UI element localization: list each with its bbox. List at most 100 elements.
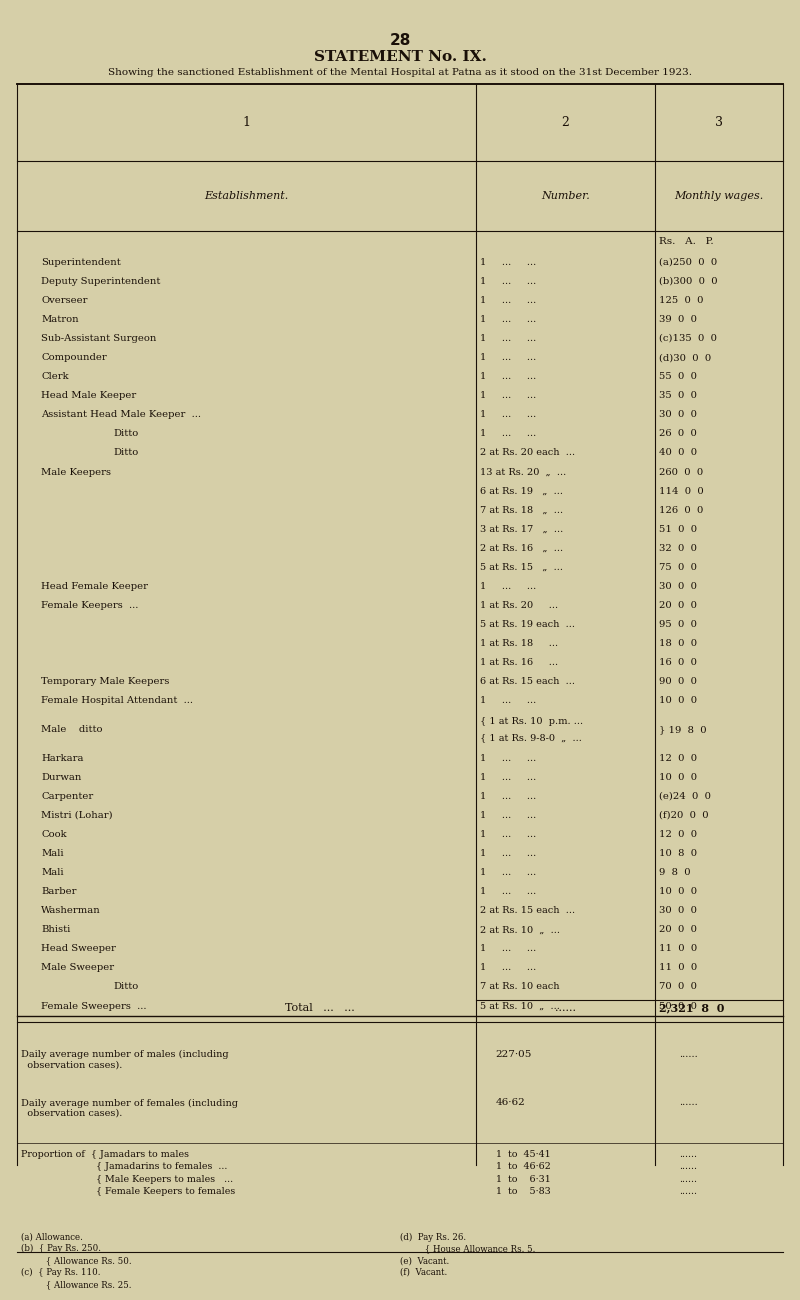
Text: Monthly wages.: Monthly wages. <box>674 191 763 202</box>
Text: 75  0  0: 75 0 0 <box>659 563 697 572</box>
Text: 39  0  0: 39 0 0 <box>659 315 697 324</box>
Text: 1     ...     ...: 1 ... ... <box>480 582 536 592</box>
Text: Harkara: Harkara <box>42 754 84 763</box>
Text: ......
......
......
......: ...... ...... ...... ...... <box>679 1149 697 1196</box>
Text: STATEMENT No. IX.: STATEMENT No. IX. <box>314 49 486 64</box>
Text: 12  0  0: 12 0 0 <box>659 829 698 838</box>
Text: (a) Allowance.
(b)  { Pay Rs. 250.
         { Allowance Rs. 50.
(c)  { Pay Rs. 1: (a) Allowance. (b) { Pay Rs. 250. { Allo… <box>22 1232 132 1290</box>
Text: Deputy Superintendent: Deputy Superintendent <box>42 277 161 286</box>
Text: { 1 at Rs. 9-8-0  „  ...: { 1 at Rs. 9-8-0 „ ... <box>480 733 582 742</box>
Text: 1     ...     ...: 1 ... ... <box>480 411 536 420</box>
Text: Head Sweeper: Head Sweeper <box>42 944 116 953</box>
Text: 1     ...     ...: 1 ... ... <box>480 315 536 324</box>
Text: 1     ...     ...: 1 ... ... <box>480 354 536 363</box>
Text: ......: ...... <box>679 1098 698 1108</box>
Text: (c)135  0  0: (c)135 0 0 <box>659 334 717 343</box>
Text: Sub-Assistant Surgeon: Sub-Assistant Surgeon <box>42 334 157 343</box>
Text: 11  0  0: 11 0 0 <box>659 963 698 972</box>
Text: 2 at Rs. 15 each  ...: 2 at Rs. 15 each ... <box>480 906 575 915</box>
Text: (a)250  0  0: (a)250 0 0 <box>659 257 718 266</box>
Text: 10  0  0: 10 0 0 <box>659 887 698 896</box>
Text: 28: 28 <box>390 34 410 48</box>
Text: Ditto: Ditto <box>113 429 138 438</box>
Text: 1: 1 <box>242 116 250 129</box>
Text: 51  0  0: 51 0 0 <box>659 525 698 534</box>
Text: { 1 at Rs. 10  p.m. ...: { 1 at Rs. 10 p.m. ... <box>480 716 583 725</box>
Text: 50  0  0: 50 0 0 <box>659 1001 697 1010</box>
Text: (d)  Pay Rs. 26.
         { House Allowance Rs. 5.
(e)  Vacant.
(f)  Vacant.: (d) Pay Rs. 26. { House Allowance Rs. 5.… <box>400 1232 535 1277</box>
Text: Rs.   A.   P.: Rs. A. P. <box>659 238 714 247</box>
Text: 126  0  0: 126 0 0 <box>659 506 703 515</box>
Text: Mali: Mali <box>42 849 64 858</box>
Text: (e)24  0  0: (e)24 0 0 <box>659 792 711 801</box>
Text: Daily average number of females (including
  observation cases).: Daily average number of females (includi… <box>22 1098 238 1118</box>
Text: 90  0  0: 90 0 0 <box>659 677 697 686</box>
Text: 10  8  0: 10 8 0 <box>659 849 698 858</box>
Text: Head Female Keeper: Head Female Keeper <box>42 582 148 592</box>
Text: Clerk: Clerk <box>42 372 69 381</box>
Text: Overseer: Overseer <box>42 296 88 306</box>
Text: 26  0  0: 26 0 0 <box>659 429 697 438</box>
Text: 1     ...     ...: 1 ... ... <box>480 754 536 763</box>
Text: 3: 3 <box>715 116 723 129</box>
Text: 5 at Rs. 19 each  ...: 5 at Rs. 19 each ... <box>480 620 574 629</box>
Text: 11  0  0: 11 0 0 <box>659 944 698 953</box>
Text: 7 at Rs. 10 each: 7 at Rs. 10 each <box>480 983 559 992</box>
Text: (d)30  0  0: (d)30 0 0 <box>659 354 711 363</box>
Text: Head Male Keeper: Head Male Keeper <box>42 391 137 400</box>
Text: Establishment.: Establishment. <box>205 191 289 202</box>
Text: 114  0  0: 114 0 0 <box>659 486 704 495</box>
Text: Cook: Cook <box>42 829 67 838</box>
Text: 1     ...     ...: 1 ... ... <box>480 811 536 820</box>
Text: 2 at Rs. 20 each  ...: 2 at Rs. 20 each ... <box>480 448 575 458</box>
Text: 2 at Rs. 10  „  ...: 2 at Rs. 10 „ ... <box>480 926 560 935</box>
Text: (f)20  0  0: (f)20 0 0 <box>659 811 709 820</box>
Text: 1     ...     ...: 1 ... ... <box>480 697 536 706</box>
Text: 125  0  0: 125 0 0 <box>659 296 703 306</box>
Text: ......: ...... <box>679 1050 698 1060</box>
Text: 5 at Rs. 15   „  ...: 5 at Rs. 15 „ ... <box>480 563 562 572</box>
Text: 1     ...     ...: 1 ... ... <box>480 277 536 286</box>
Text: 1     ...     ...: 1 ... ... <box>480 372 536 381</box>
Text: 1     ...     ...: 1 ... ... <box>480 963 536 972</box>
Text: 1     ...     ...: 1 ... ... <box>480 887 536 896</box>
Text: Superintendent: Superintendent <box>42 257 121 266</box>
Text: Male Sweeper: Male Sweeper <box>42 963 114 972</box>
Text: Number.: Number. <box>541 191 590 202</box>
Text: 7 at Rs. 18   „  ...: 7 at Rs. 18 „ ... <box>480 506 563 515</box>
Text: 6 at Rs. 15 each  ...: 6 at Rs. 15 each ... <box>480 677 574 686</box>
Text: 5 at Rs. 10  „  ...: 5 at Rs. 10 „ ... <box>480 1001 559 1010</box>
Text: 32  0  0: 32 0 0 <box>659 543 697 552</box>
Text: 70  0  0: 70 0 0 <box>659 983 697 992</box>
Text: 1     ...     ...: 1 ... ... <box>480 257 536 266</box>
Text: ......: ...... <box>555 1002 576 1013</box>
Text: Mali: Mali <box>42 868 64 878</box>
Text: Barber: Barber <box>42 887 77 896</box>
Text: 46·62: 46·62 <box>496 1098 526 1108</box>
Text: 1     ...     ...: 1 ... ... <box>480 868 536 878</box>
Text: 260  0  0: 260 0 0 <box>659 468 703 477</box>
Text: Matron: Matron <box>42 315 79 324</box>
Text: 1     ...     ...: 1 ... ... <box>480 792 536 801</box>
Text: Daily average number of males (including
  observation cases).: Daily average number of males (including… <box>22 1050 229 1070</box>
Text: 1     ...     ...: 1 ... ... <box>480 944 536 953</box>
Text: Assistant Head Male Keeper  ...: Assistant Head Male Keeper ... <box>42 411 202 420</box>
Text: 2,321  8  0: 2,321 8 0 <box>659 1002 725 1014</box>
Text: Temporary Male Keepers: Temporary Male Keepers <box>42 677 170 686</box>
Text: 1     ...     ...: 1 ... ... <box>480 849 536 858</box>
Text: Showing the sanctioned Establishment of the Mental Hospital at Patna as it stood: Showing the sanctioned Establishment of … <box>108 68 692 77</box>
Text: 1     ...     ...: 1 ... ... <box>480 296 536 306</box>
Text: 20  0  0: 20 0 0 <box>659 926 697 935</box>
Text: Washerman: Washerman <box>42 906 101 915</box>
Text: 3 at Rs. 17   „  ...: 3 at Rs. 17 „ ... <box>480 525 563 534</box>
Text: 9  8  0: 9 8 0 <box>659 868 690 878</box>
Text: 227·05: 227·05 <box>496 1050 532 1060</box>
Text: Carpenter: Carpenter <box>42 792 94 801</box>
Text: } 19  8  0: } 19 8 0 <box>659 725 706 734</box>
Text: Female Sweepers  ...: Female Sweepers ... <box>42 1001 146 1010</box>
Text: Bhisti: Bhisti <box>42 926 70 935</box>
Text: 1 at Rs. 18     ...: 1 at Rs. 18 ... <box>480 640 558 649</box>
Text: 1     ...     ...: 1 ... ... <box>480 334 536 343</box>
Text: 30  0  0: 30 0 0 <box>659 411 697 420</box>
Text: 95  0  0: 95 0 0 <box>659 620 697 629</box>
